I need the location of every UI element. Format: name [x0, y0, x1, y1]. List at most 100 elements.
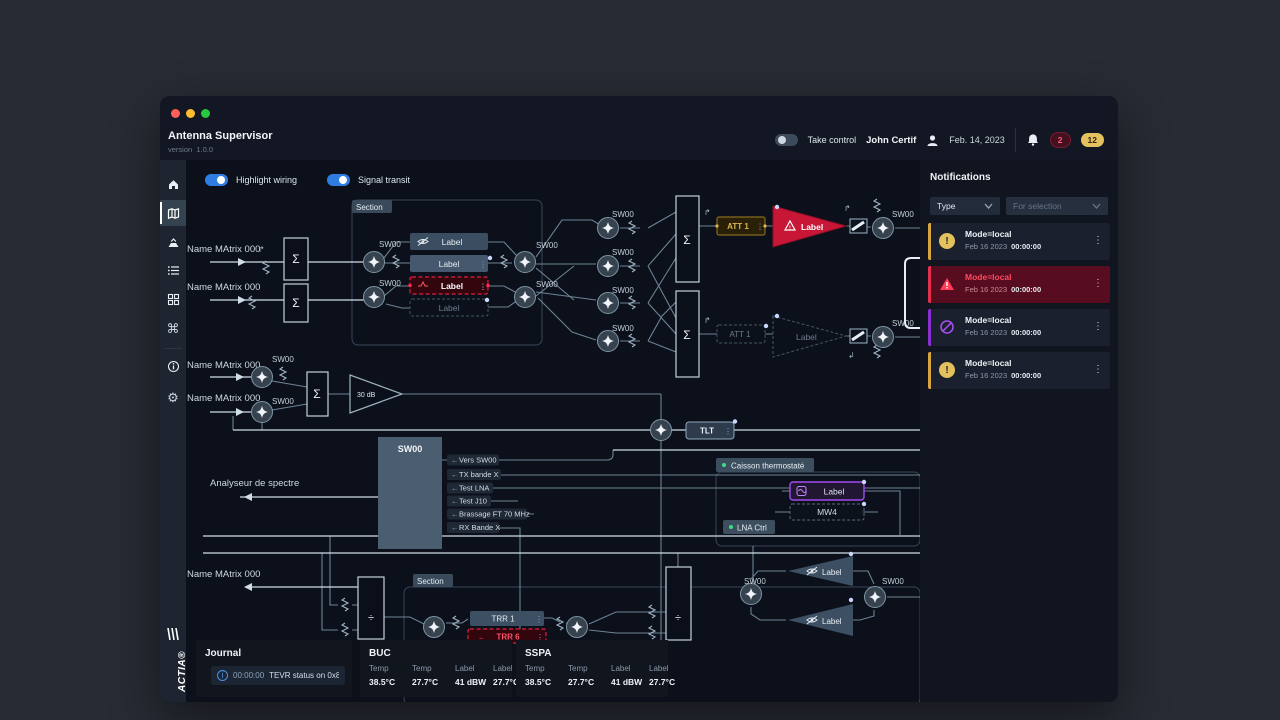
sidebar-item-home[interactable]: [160, 171, 186, 197]
stepper-icon[interactable]: ⋮: [535, 615, 543, 624]
svg-text:Test LNA: Test LNA: [459, 484, 489, 493]
sidebar-item-commands[interactable]: ⌘: [160, 315, 186, 341]
sidebar-item-diagram[interactable]: [160, 200, 186, 226]
svg-text:SW00: SW00: [398, 444, 423, 454]
app-title: Antenna Supervisor: [168, 130, 273, 142]
type-filter-dropdown[interactable]: Type: [930, 197, 1000, 215]
notifications-title: Notifications: [930, 172, 991, 183]
signal-transit-toggle[interactable]: [327, 174, 350, 186]
label-box-alarm[interactable]: Label ⋮: [408, 276, 490, 295]
type-filter-label: Type: [937, 201, 956, 211]
sidebar-item-modules[interactable]: [160, 286, 186, 312]
connection-dots: [484, 204, 867, 603]
sw-matrix-box[interactable]: SW00: [378, 437, 442, 549]
switch-nodes[interactable]: [251, 217, 894, 638]
info-icon: [167, 360, 179, 372]
traffic-light-close-icon[interactable]: [171, 109, 180, 118]
selection-filter-dropdown[interactable]: For selection: [1006, 197, 1108, 215]
sw-output-chip[interactable]: ← Brassage FT 70 MHz: [447, 508, 530, 520]
sidebar-item-list[interactable]: [160, 257, 186, 283]
svg-text:Brassage FT 70 MHz: Brassage FT 70 MHz: [459, 510, 530, 519]
notification-item[interactable]: Mode=local Feb 16 2023 00:00:00 ⋮: [928, 309, 1110, 346]
svg-text:Section: Section: [356, 203, 383, 212]
notification-item[interactable]: ! Mode=local Feb 16 2023 00:00:00 ⋮: [928, 352, 1110, 389]
gain-amplifier[interactable]: 30 dB: [349, 374, 404, 414]
svg-text:TLT: TLT: [700, 427, 714, 436]
sigma-box[interactable]: Σ: [283, 283, 309, 323]
kebab-menu-icon[interactable]: ⋮: [1093, 321, 1103, 332]
label-box[interactable]: Label ⋮: [410, 255, 488, 272]
rx-amplifier[interactable]: Label: [788, 556, 853, 586]
user-icon[interactable]: [926, 134, 939, 147]
attenuator-symbol: [849, 218, 868, 344]
att1-box[interactable]: ATT 1 ⋮: [715, 216, 767, 236]
sw-output-chip[interactable]: ← Test LNA: [447, 482, 493, 494]
sw-output-chip[interactable]: ← TX bande X: [447, 469, 501, 480]
stepper-icon[interactable]: ⋮: [724, 427, 732, 436]
svg-text:Label: Label: [822, 617, 842, 626]
sigma-box[interactable]: Σ: [306, 371, 329, 417]
tlt-box[interactable]: TLT ⋮: [685, 421, 735, 440]
notification-item[interactable]: ! Mode=local Feb 16 2023 00:00:00 ⋮: [928, 223, 1110, 260]
sw-output-chip[interactable]: ← Vers SW00: [447, 454, 499, 466]
take-control-toggle[interactable]: [774, 134, 798, 146]
stepper-icon[interactable]: ⋮: [756, 223, 764, 232]
metric-label: Temp: [525, 664, 545, 673]
stepper-icon[interactable]: ⋮: [536, 633, 544, 642]
label-box-eye[interactable]: Label: [410, 233, 488, 250]
sidebar-item-settings[interactable]: ⚙: [160, 384, 186, 410]
back-arrow-icon: ←: [451, 456, 459, 465]
metric-value: 41 dBW: [611, 677, 643, 687]
status-dot: [729, 525, 733, 529]
highlight-wiring-toggle[interactable]: [205, 174, 228, 186]
notification-title: Mode=local: [965, 315, 1012, 325]
regulator-box[interactable]: Label: [789, 481, 865, 501]
journal-entry[interactable]: i 00:00:00 TEVR status on 0x84223: [211, 666, 345, 685]
sigma-box[interactable]: Σ: [675, 195, 700, 283]
divider-box[interactable]: ÷: [665, 566, 692, 641]
sigma-box[interactable]: Σ: [675, 290, 700, 378]
bell-icon[interactable]: [1026, 133, 1040, 147]
wire-bundle-bright: [203, 261, 920, 588]
antenna-icon: [168, 237, 178, 247]
svg-text:Label: Label: [822, 568, 842, 577]
svg-text:Label: Label: [796, 332, 817, 342]
caisson-tab[interactable]: Caisson thermostaté: [716, 458, 814, 472]
rx-amplifier[interactable]: Label: [788, 604, 853, 636]
notification-timestamp: Feb 16 2023 00:00:00: [965, 242, 1042, 251]
sw-output-chip[interactable]: ← Test J10: [447, 495, 491, 507]
trr1-box[interactable]: TRR 1 ⋮: [470, 611, 544, 626]
section-1-container: [351, 199, 543, 346]
sidebar-item-antenna[interactable]: [160, 229, 186, 255]
label-box-disabled[interactable]: Label: [409, 298, 489, 317]
warning-count-badge[interactable]: 12: [1080, 133, 1104, 147]
sidebar-item-info[interactable]: [160, 353, 186, 379]
chevron-down-icon: [1092, 203, 1101, 209]
svg-text:SW00: SW00: [882, 577, 904, 586]
svg-text:SW00: SW00: [379, 240, 401, 249]
stepper-icon[interactable]: ⋮: [479, 261, 487, 270]
title-bar: Antenna Supervisor version 1.0.0 Take co…: [160, 96, 1118, 160]
svg-text:SW00: SW00: [744, 577, 766, 586]
svg-text:Label: Label: [442, 237, 463, 247]
divider-box[interactable]: ÷: [357, 576, 385, 640]
metric-label: Temp: [568, 664, 588, 673]
disabled-amplifier[interactable]: Label: [772, 315, 848, 358]
mw4-box[interactable]: MW4: [789, 503, 865, 521]
stepper-icon[interactable]: ⋮: [479, 283, 487, 292]
att1-box-disabled[interactable]: ATT 1: [716, 324, 766, 344]
kebab-menu-icon[interactable]: ⋮: [1093, 364, 1103, 375]
kebab-menu-icon[interactable]: ⋮: [1093, 235, 1103, 246]
metric-label: Label: [611, 664, 631, 673]
traffic-light-zoom-icon[interactable]: [201, 109, 210, 118]
sigma-box[interactable]: Σ: [283, 237, 309, 281]
traffic-light-minimize-icon[interactable]: [186, 109, 195, 118]
alarm-amplifier[interactable]: ! Label: [772, 205, 848, 248]
lna-ctrl-tab[interactable]: LNA Ctrl: [723, 520, 775, 534]
kebab-menu-icon[interactable]: ⋮: [1093, 278, 1103, 289]
svg-text:Test J10: Test J10: [459, 497, 487, 506]
alarm-count-badge[interactable]: 2: [1049, 132, 1071, 148]
sw-output-chip[interactable]: ← RX Bande X: [447, 522, 500, 533]
notification-item-alarm[interactable]: Mode=local Feb 16 2023 00:00:00 ⋮: [928, 266, 1110, 303]
warning-circle-icon: !: [939, 362, 955, 378]
